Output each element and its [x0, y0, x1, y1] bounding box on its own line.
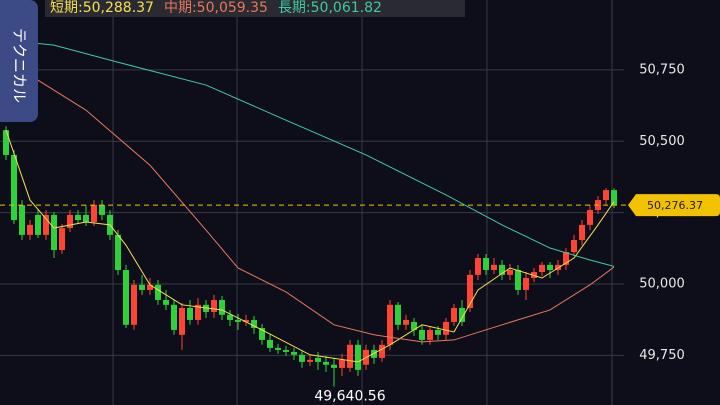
candle-body: [11, 154, 17, 221]
candle-body: [235, 319, 241, 322]
candle-body: [51, 214, 57, 251]
candle-body: [155, 284, 161, 300]
candle-body: [211, 299, 217, 312]
candle-body: [371, 349, 377, 358]
candle-body: [347, 344, 353, 368]
candle-body: [539, 264, 545, 272]
candle-body: [339, 359, 345, 368]
candle-body: [283, 349, 289, 352]
candle-body: [179, 307, 185, 335]
candle-body: [91, 204, 97, 223]
candle-body: [611, 190, 617, 206]
candle-body: [587, 210, 593, 225]
candle-body: [3, 130, 9, 155]
candle-body: [59, 228, 65, 251]
candle-body: [67, 214, 73, 229]
candle-body: [275, 347, 281, 350]
candle-body: [123, 270, 129, 325]
candle-body: [115, 234, 121, 270]
candle-body: [99, 204, 105, 215]
candle-body: [139, 284, 145, 290]
candle-body: [579, 224, 585, 241]
candle-body: [443, 321, 449, 335]
candle-body: [403, 319, 409, 325]
moving-average: [5, 129, 615, 363]
candle-body: [483, 258, 489, 270]
candle-body: [19, 205, 25, 235]
candle-body: [307, 359, 313, 362]
time-grid: [112, 0, 613, 405]
moving-average: [5, 59, 615, 343]
legend-entry: 中期:50,059.35: [164, 0, 268, 16]
candle-body: [467, 274, 473, 308]
candle-body: [491, 264, 497, 270]
y-tick-label: 50,000: [639, 276, 685, 291]
candle-body: [435, 329, 441, 335]
candle-body: [227, 314, 233, 320]
last-price-box: [628, 194, 720, 217]
candle-body: [291, 351, 297, 355]
legend-entry: 長期:50,061.82: [278, 0, 382, 16]
candle-body: [379, 344, 385, 358]
legend-entry: 短期:50,288.37: [50, 0, 154, 16]
candle-body: [267, 339, 273, 348]
candle-body: [75, 214, 81, 221]
last-price-label: 50,276.37: [647, 199, 703, 212]
candle-body: [35, 214, 41, 235]
candle-body: [323, 361, 329, 365]
candle-body: [547, 264, 553, 270]
candle-body: [515, 270, 521, 290]
candle-body: [563, 252, 569, 265]
candle-body: [131, 284, 137, 325]
candle-body: [163, 299, 169, 305]
candle-body: [187, 307, 193, 320]
candle-body: [219, 299, 225, 315]
candle-body: [27, 224, 33, 235]
candle-body: [243, 319, 249, 322]
candle-body: [419, 329, 425, 340]
candle-body: [259, 327, 265, 340]
candle-body: [603, 190, 609, 201]
low-label: 49,640.56: [314, 389, 385, 405]
candle-body: [355, 344, 361, 370]
candle-body: [451, 307, 457, 322]
candle-body: [83, 214, 89, 223]
tab[interactable]: [0, 0, 38, 122]
candle-body: [571, 240, 577, 253]
candle-body: [427, 329, 433, 340]
candle-body: [411, 321, 417, 330]
moving-average: [5, 39, 615, 267]
candle-body: [507, 270, 513, 275]
tab-label[interactable]: テクニカル: [11, 28, 29, 103]
candle-body: [299, 354, 305, 362]
candle-body: [395, 304, 401, 325]
candle-body: [459, 307, 465, 322]
candle-body: [251, 319, 257, 328]
candle-body: [387, 304, 393, 345]
candle-body: [315, 357, 321, 362]
y-tick-label: 50,750: [639, 62, 685, 77]
candle-body: [43, 214, 49, 235]
candle-body: [147, 284, 153, 290]
candle-body: [475, 258, 481, 275]
legend-box: [45, 0, 465, 17]
candle-body: [195, 304, 201, 320]
candle-body: [331, 364, 337, 368]
candle-body: [499, 264, 505, 275]
candle-body: [171, 304, 177, 330]
y-tick-label: 49,750: [639, 348, 685, 363]
y-tick-label: 50,500: [639, 134, 685, 149]
candle-body: [523, 277, 529, 290]
